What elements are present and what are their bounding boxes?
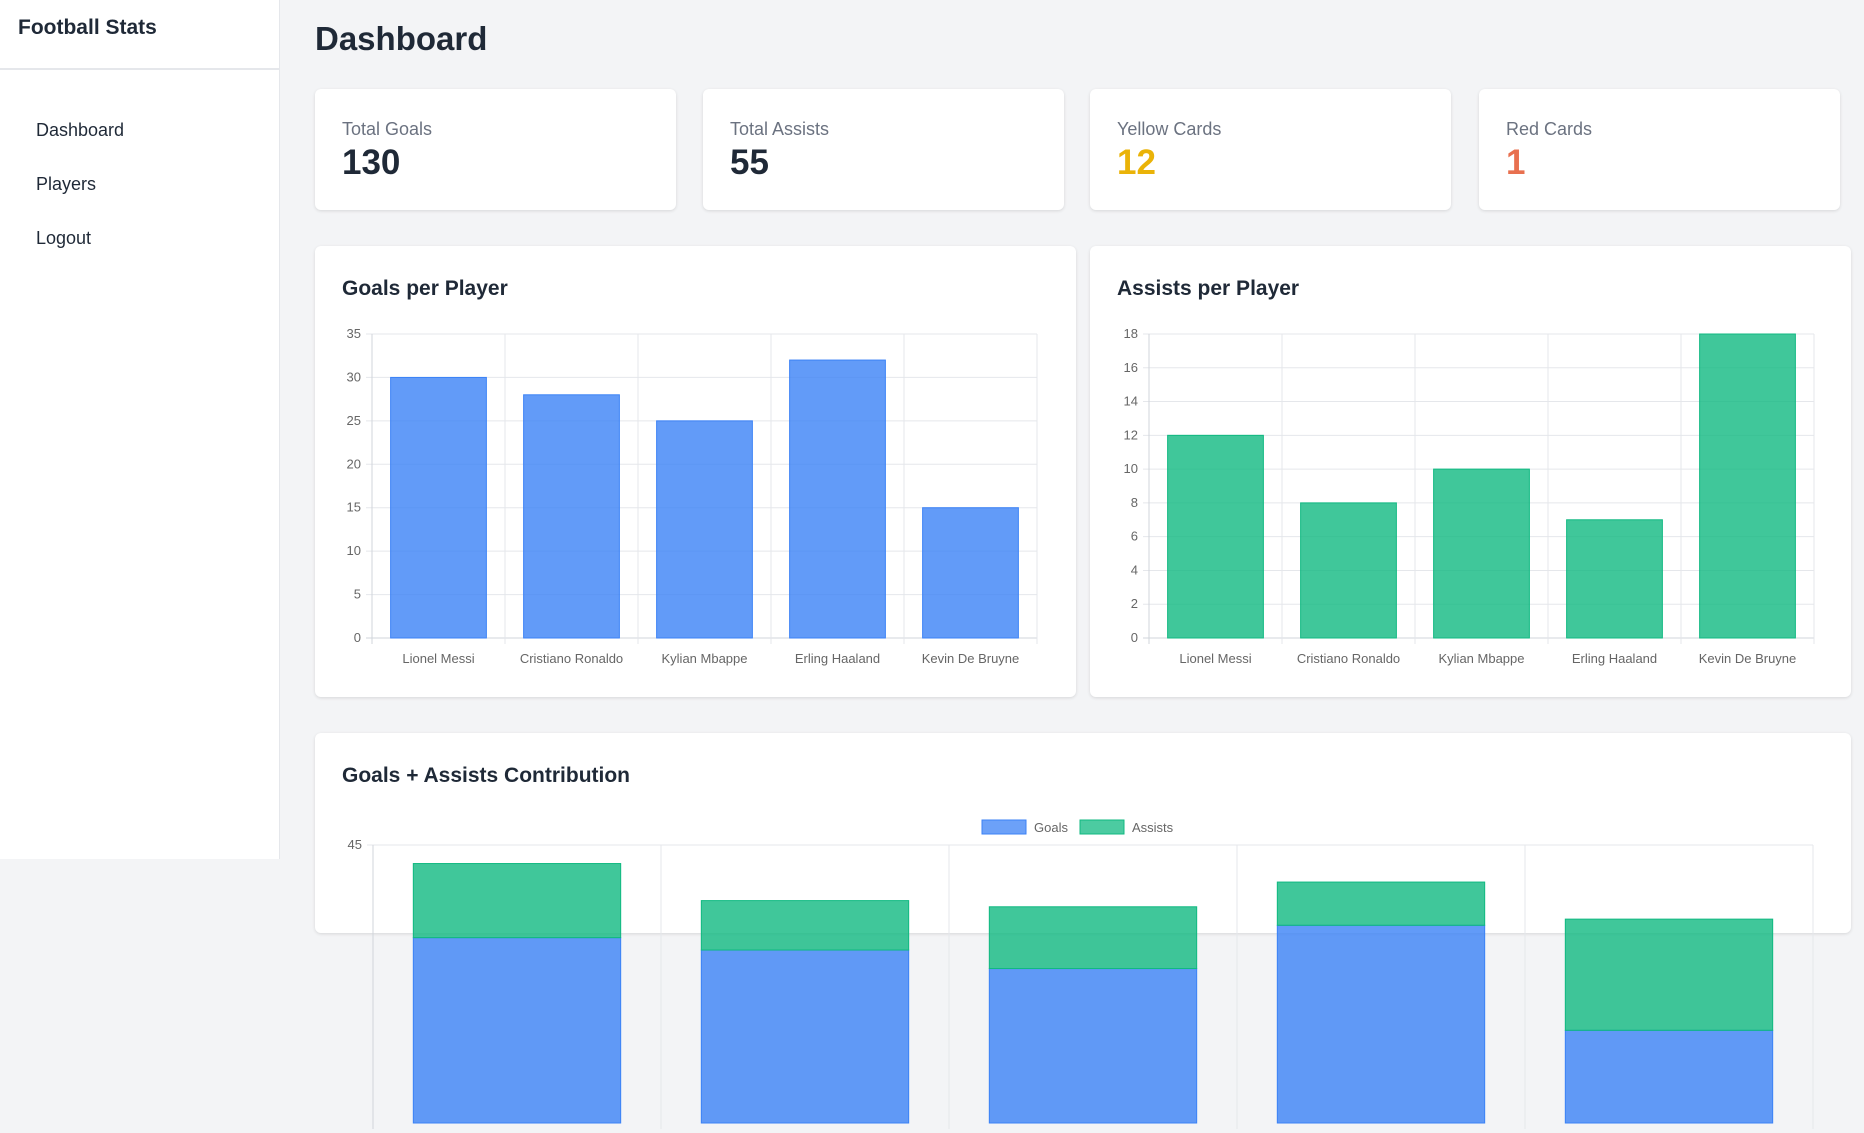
stat-value: 12 [1117,143,1156,182]
bar [988,968,1198,1124]
page-title: Dashboard [315,20,488,57]
stat-card-total-goals: Total Goals 130 [315,89,676,210]
bar [922,507,1019,639]
bar [700,900,910,951]
stat-label: Total Goals [342,119,433,139]
y-tick-label: 16 [1124,360,1138,375]
x-tick-label: Erling Haaland [795,651,880,666]
legend-label: Assists [1132,820,1174,835]
stat-value: 55 [730,143,769,182]
bar [523,394,620,639]
y-tick-label: 6 [1131,529,1138,544]
bar [1276,924,1486,1124]
bar [1699,333,1796,639]
bar [700,949,910,1124]
bar [789,359,886,639]
x-tick-label: Kevin De Bruyne [922,651,1020,666]
y-tick-label: 45 [348,837,362,852]
sidebar-nav: Dashboard Players Logout [0,70,279,270]
bar-chart: 0 5 10 15 20 25 30 35 Lionel Messi Cristiano Rona… [347,326,1038,666]
stat-label: Red Cards [1506,119,1593,139]
legend-swatch-assists [1079,819,1125,835]
y-tick-label: 10 [347,543,361,558]
y-tick-label: 12 [1124,427,1138,442]
bar-chart: 45 Goals Assists [348,819,1814,1129]
x-tick-label: Kevin De Bruyne [1699,651,1797,666]
stat-value: 1 [1506,143,1526,182]
x-tick-label: Lionel Messi [402,651,474,666]
bar [1566,519,1663,639]
x-tick-label: Erling Haaland [1572,651,1657,666]
x-tick-label: Cristiano Ronaldo [520,651,623,666]
stat-card-yellow-cards: Yellow Cards 12 [1090,89,1451,210]
x-tick-label: Kylian Mbappe [1439,651,1525,666]
bar [1564,1029,1774,1124]
y-tick-label: 25 [347,413,361,428]
bar [988,906,1198,970]
y-tick-label: 14 [1124,394,1138,409]
x-tick-label: Kylian Mbappe [662,651,748,666]
goals-chart-card: Goals per Player 0 5 10 15 20 25 30 35 Lionel Me… [315,246,1076,697]
y-tick-label: 2 [1131,596,1138,611]
bar [656,420,753,639]
stat-card-total-assists: Total Assists 55 [703,89,1064,210]
stat-value: 130 [342,143,401,182]
bar [1167,434,1264,639]
y-tick-label: 10 [1124,461,1138,476]
stat-card-red-cards: Red Cards 1 [1479,89,1840,210]
y-tick-label: 5 [354,587,361,602]
legend-label: Goals [1034,820,1068,835]
bar [1300,502,1397,639]
sidebar: Football Stats Dashboard Players Logout [0,0,280,859]
y-tick-label: 0 [1131,630,1138,645]
bar [412,863,622,939]
sidebar-item-players[interactable]: Players [36,174,97,194]
x-tick-label: Lionel Messi [1179,651,1251,666]
chart-title: Assists per Player [1117,277,1300,300]
y-tick-label: 15 [347,500,361,515]
bar [1276,881,1486,926]
y-tick-label: 20 [347,456,361,471]
app-brand: Football Stats [0,0,279,70]
y-tick-label: 35 [347,326,361,341]
chart-title: Goals per Player [342,277,508,300]
bar [1433,468,1530,639]
stat-label: Total Assists [730,119,830,139]
sidebar-item-logout[interactable]: Logout [36,228,92,248]
bar [412,937,622,1124]
contribution-chart-card: Goals + Assists Contribution 45 Goals Assi… [315,733,1851,1129]
y-tick-label: 0 [354,630,361,645]
bar [390,376,487,639]
y-tick-label: 8 [1131,495,1138,510]
chart-title: Goals + Assists Contribution [342,764,631,787]
legend-swatch-goals [981,819,1027,835]
bar [1564,918,1774,1031]
y-tick-label: 18 [1124,326,1138,341]
x-tick-label: Cristiano Ronaldo [1297,651,1400,666]
stat-label: Yellow Cards [1117,119,1222,139]
y-tick-label: 4 [1131,562,1138,577]
sidebar-item-dashboard[interactable]: Dashboard [36,120,125,140]
y-tick-label: 30 [347,369,361,384]
assists-chart-card: Assists per Player 0 2 4 6 8 10 12 14 16 18 Lionel… [1090,246,1851,697]
bar-chart: 0 2 4 6 8 10 12 14 16 18 Lionel Messi Cristiano Ron… [1124,326,1815,666]
